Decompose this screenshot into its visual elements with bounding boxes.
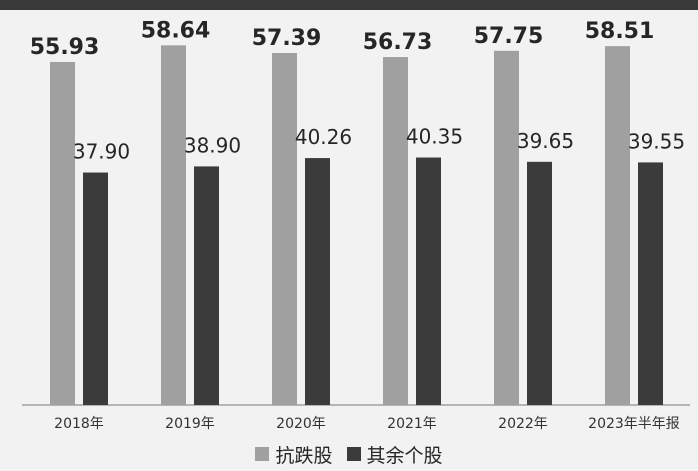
legend: 抗跌股 其余个股 — [0, 441, 698, 467]
x-tick-label: 2020年 — [276, 416, 326, 432]
bar-series-a — [50, 61, 75, 405]
bar-series-a — [494, 50, 519, 406]
bar-series-b — [305, 158, 330, 405]
data-label-series-a: 56.73 — [363, 30, 433, 55]
data-label-series-b: 40.35 — [406, 125, 463, 149]
x-tick-label: 2019年 — [165, 416, 215, 432]
legend-label-series-b: 其余个股 — [366, 444, 443, 467]
bar-series-a — [605, 46, 630, 405]
data-label-series-b: 40.26 — [295, 125, 352, 149]
x-tick-label: 2022年 — [498, 416, 548, 432]
bar-series-b — [416, 157, 441, 405]
data-label-series-a: 57.39 — [252, 26, 322, 51]
legend-swatch-series-b — [346, 447, 361, 461]
data-label-series-b: 37.90 — [73, 140, 130, 164]
x-tick-label: 2021年 — [387, 416, 437, 432]
legend-item-series-a: 抗跌股 — [255, 441, 333, 468]
data-label-series-a: 57.75 — [474, 24, 544, 49]
data-label-series-a: 55.93 — [30, 35, 100, 60]
bar-series-a — [383, 57, 408, 405]
x-tick-label: 2023年半年报 — [588, 416, 680, 432]
legend-swatch-series-a — [255, 447, 270, 461]
bar-series-a — [161, 45, 186, 405]
top-band — [0, 0, 698, 10]
data-label-series-a: 58.51 — [585, 19, 655, 44]
data-label-series-b: 38.90 — [184, 133, 241, 157]
data-label-series-b: 39.55 — [628, 129, 685, 153]
legend-item-series-b: 其余个股 — [346, 441, 443, 468]
bar-series-b — [527, 161, 552, 405]
data-label-series-a: 58.64 — [141, 18, 211, 43]
bar-series-b — [194, 166, 219, 405]
data-label-series-b: 39.65 — [517, 129, 574, 153]
bar-series-b — [638, 162, 663, 405]
bar-series-b — [83, 172, 108, 405]
bar-series-a — [272, 53, 297, 406]
x-tick-label: 2018年 — [54, 416, 104, 432]
legend-label-series-a: 抗跌股 — [275, 444, 333, 467]
